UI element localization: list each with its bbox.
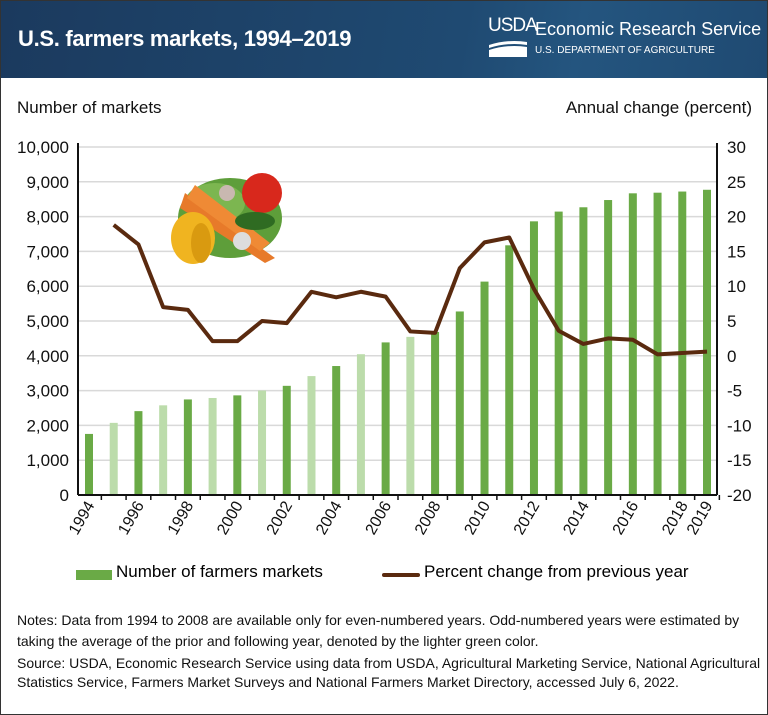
department-name: U.S. DEPARTMENT OF AGRICULTURE: [535, 45, 715, 56]
source-text: Source: USDA, Economic Research Service …: [17, 655, 761, 690]
bar-2014: [579, 207, 588, 495]
header-band: U.S. farmers markets, 1994–2019 USDA Eco…: [1, 1, 767, 78]
left-axis-label: Number of markets: [17, 98, 162, 117]
bar-2017: [653, 192, 662, 496]
bar-2011: [505, 245, 514, 495]
legend-line-swatch: [382, 573, 420, 577]
legend-line-label: Percent change from previous year: [424, 562, 689, 581]
right-tick-label: -10: [727, 416, 752, 435]
bar-2002: [282, 385, 291, 495]
left-tick-label: 2,000: [26, 416, 69, 435]
right-tick-label: 0: [727, 347, 736, 366]
notes-text: Notes: Data from 1994 to 2008 are availa…: [17, 612, 740, 649]
left-tick-label: 5,000: [26, 312, 69, 331]
bar-2004: [332, 366, 341, 495]
usda-logo: USDA: [488, 15, 538, 36]
right-tick-label: -20: [727, 486, 752, 505]
x-tick-label: 2016: [610, 498, 643, 537]
x-tick-label: 2008: [412, 498, 445, 537]
chart-svg: 0 1,000 2,000 3,000 4,000 5,000 6,000 7,000 8,00…: [17, 138, 752, 538]
right-tick-label: 20: [727, 208, 746, 227]
left-tick-label: 6,000: [26, 277, 69, 296]
left-tick-label: 0: [60, 486, 69, 505]
x-tick-label: 2012: [511, 498, 544, 537]
bar-2006: [381, 342, 390, 495]
x-tick-label: 2006: [363, 498, 396, 537]
bar-2000: [233, 395, 242, 495]
right-tick-label: 30: [727, 138, 746, 157]
x-tick-label: 2019: [684, 498, 717, 537]
x-tick-label: 2010: [461, 498, 494, 537]
bar-2008: [431, 331, 440, 495]
legend-bar-label: Number of farmers markets: [116, 562, 323, 581]
bar-1996: [134, 411, 143, 495]
bar-2009: [455, 311, 464, 495]
bar-2003: [307, 376, 316, 495]
x-tick-label: 1998: [165, 498, 198, 537]
bar-2001: [258, 390, 267, 495]
left-tick-label: 3,000: [26, 382, 69, 401]
right-tick-label: 5: [727, 312, 736, 331]
bar-2016: [628, 193, 637, 496]
bar-1995: [109, 422, 118, 495]
left-tick-label: 9,000: [26, 173, 69, 192]
bar-2019: [703, 189, 711, 495]
x-tick-label: 2000: [214, 498, 247, 537]
right-tick-label: -5: [727, 382, 742, 401]
bar-2012: [529, 221, 538, 495]
usda-logo-swoosh-icon: [489, 41, 527, 57]
right-tick-label: 25: [727, 173, 746, 192]
bar-2005: [356, 354, 365, 495]
bar-1997: [159, 405, 168, 495]
left-tick-label: 4,000: [26, 347, 69, 366]
bar-1999: [208, 397, 217, 495]
legend-bar-swatch: [76, 570, 112, 580]
right-tick-label: 10: [727, 277, 746, 296]
x-tick-label: 2002: [264, 498, 297, 537]
x-tick-label: 1994: [66, 498, 99, 537]
bar-2018: [678, 191, 687, 495]
bar-2013: [554, 211, 563, 495]
x-tick-label: 2014: [560, 498, 593, 537]
chart-title: U.S. farmers markets, 1994–2019: [18, 26, 352, 51]
bar-2015: [604, 200, 613, 495]
left-tick-label: 1,000: [26, 451, 69, 470]
agency-name: Economic Research Service: [535, 19, 762, 39]
x-tick-label: 1996: [115, 498, 148, 537]
bar-2010: [480, 281, 489, 495]
left-tick-label: 7,000: [26, 242, 69, 261]
bar-1994: [85, 433, 93, 495]
bar-2007: [406, 336, 415, 495]
left-tick-label: 10,000: [17, 138, 69, 157]
x-tick-label: 2004: [313, 498, 346, 537]
vegetables-illustration: [171, 173, 282, 264]
right-axis-label: Annual change (percent): [565, 98, 752, 117]
bar-1998: [183, 399, 192, 495]
right-tick-label: 15: [727, 242, 746, 261]
right-tick-label: -15: [727, 451, 752, 470]
left-tick-label: 8,000: [26, 208, 69, 227]
